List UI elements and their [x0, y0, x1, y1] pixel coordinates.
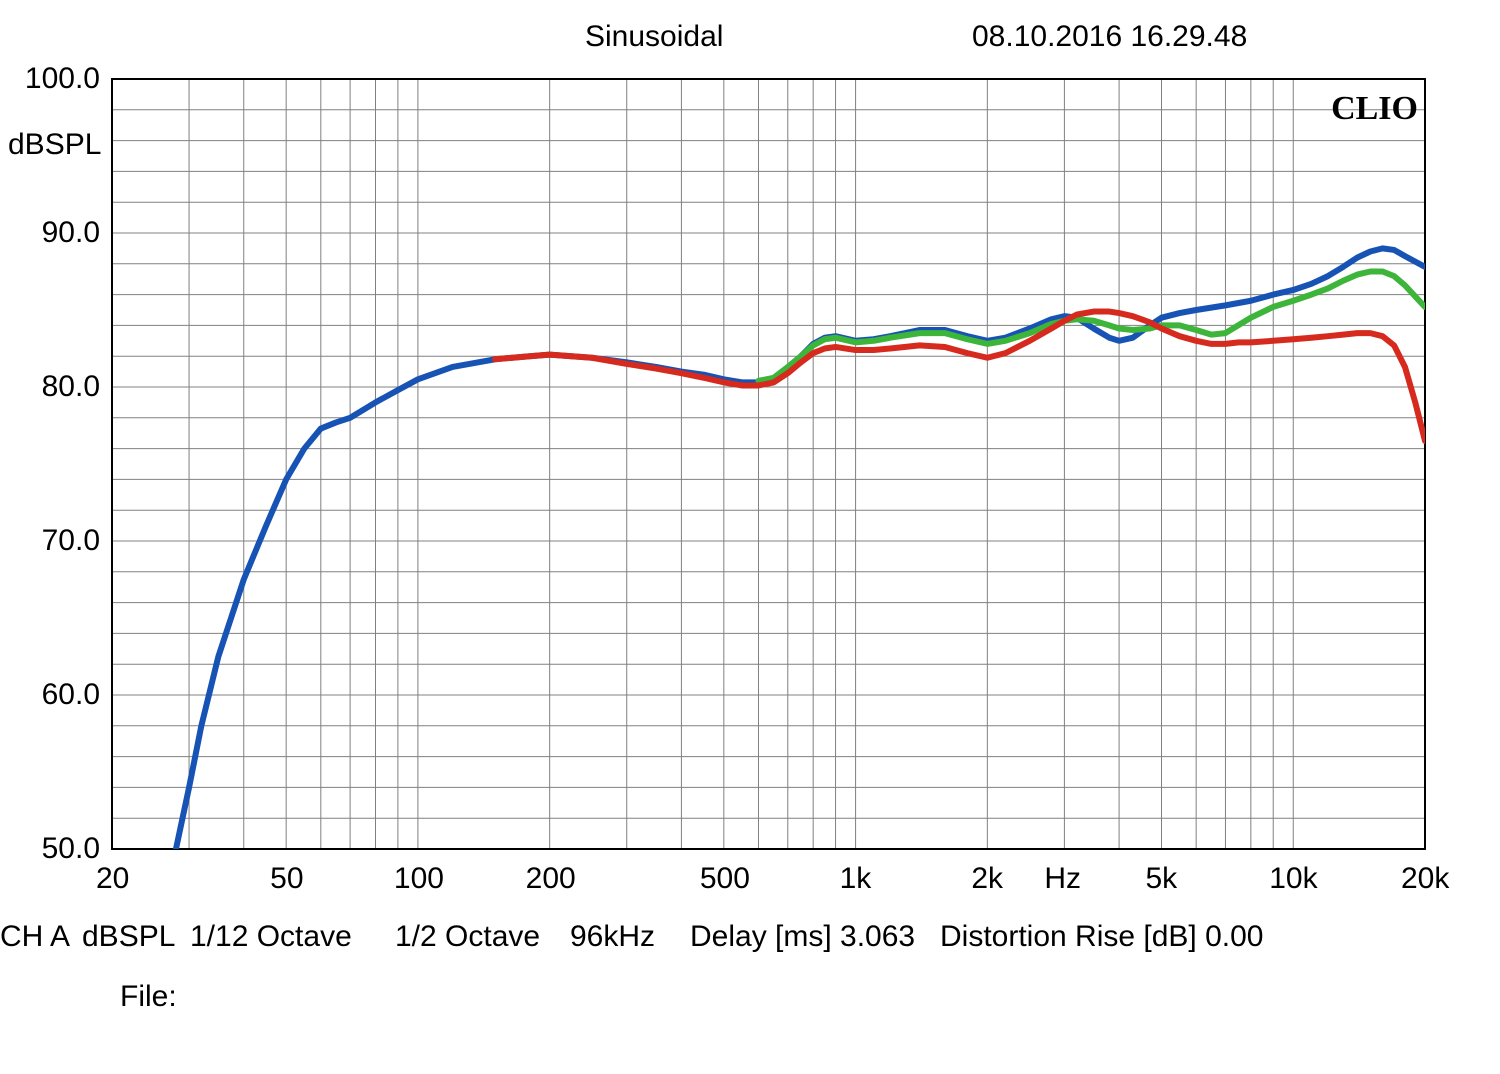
x-axis-unit: Hz: [1044, 862, 1081, 896]
x-tick-label: 2k: [971, 862, 1003, 896]
chart-container: Sinusoidal 08.10.2016 16.29.48 dBSPL CLI…: [0, 0, 1500, 1074]
footer-info: CH A: [0, 920, 70, 954]
footer-info: 1/12 Octave: [190, 920, 352, 954]
clio-logo: CLIO: [1331, 90, 1418, 128]
footer-info: Delay [ms] 3.063: [690, 920, 915, 954]
x-tick-label: 50: [270, 862, 303, 896]
footer-info: 1/2 Octave: [395, 920, 540, 954]
y-tick-label: 80.0: [42, 370, 100, 404]
footer-info: Distortion Rise [dB] 0.00: [940, 920, 1263, 954]
y-tick-label: 100.0: [25, 62, 100, 96]
footer-info: dBSPL: [82, 920, 175, 954]
x-tick-label: 1k: [840, 862, 872, 896]
y-tick-label: 90.0: [42, 216, 100, 250]
y-tick-label: 60.0: [42, 678, 100, 712]
x-tick-label: 500: [700, 862, 750, 896]
x-tick-label: 100: [394, 862, 444, 896]
x-tick-label: 5k: [1145, 862, 1177, 896]
frequency-response-chart: [0, 0, 1500, 1074]
x-tick-label: 200: [526, 862, 576, 896]
x-tick-label: 20: [96, 862, 129, 896]
x-tick-label: 10k: [1269, 862, 1317, 896]
file-label: File:: [120, 980, 177, 1014]
y-axis-unit: dBSPL: [8, 128, 101, 162]
footer-info: 96kHz: [570, 920, 655, 954]
y-tick-label: 50.0: [42, 832, 100, 866]
x-tick-label: 20k: [1401, 862, 1449, 896]
y-tick-label: 70.0: [42, 524, 100, 558]
